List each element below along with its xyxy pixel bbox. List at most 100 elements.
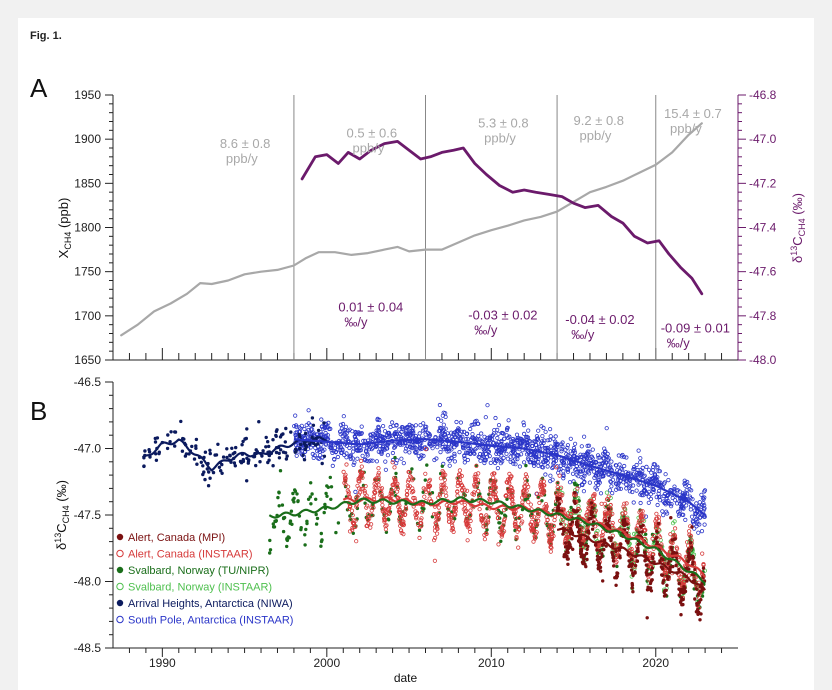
data-point [630, 489, 635, 495]
data-point [694, 501, 699, 506]
data-point [684, 487, 689, 493]
data-point [700, 502, 705, 507]
data-point [644, 491, 650, 496]
panel-b-y-tick-label: -47.5 [74, 508, 102, 522]
data-point [383, 527, 388, 532]
data-point [691, 560, 695, 564]
data-point [459, 483, 465, 488]
data-point [194, 446, 198, 450]
data-point [604, 426, 609, 431]
data-point [319, 531, 323, 536]
data-point [612, 564, 616, 568]
data-point [541, 488, 546, 493]
data-point [701, 507, 707, 512]
data-point [514, 432, 520, 437]
data-point [397, 519, 402, 524]
data-point [584, 455, 589, 461]
data-point [355, 506, 360, 511]
legend-marker [116, 615, 124, 624]
data-point [492, 471, 497, 476]
data-point [457, 449, 462, 455]
data-point [615, 477, 621, 482]
data-point [557, 491, 563, 497]
data-point [498, 457, 504, 463]
data-point [461, 429, 467, 434]
data-point [275, 428, 279, 432]
data-point [398, 528, 404, 533]
data-point [642, 487, 647, 493]
data-point [611, 553, 615, 557]
data-point [614, 549, 618, 553]
data-point [540, 465, 546, 470]
data-point [179, 419, 183, 424]
data-point [577, 539, 581, 544]
data-point [655, 464, 660, 469]
data-point [438, 476, 443, 481]
data-point [644, 464, 649, 469]
data-point [373, 435, 378, 440]
data-point [675, 488, 680, 493]
data-point [157, 451, 161, 456]
data-point [600, 552, 604, 556]
data-point [472, 451, 477, 456]
data-point [573, 501, 577, 505]
data-point [616, 475, 621, 480]
data-point [306, 497, 311, 501]
data-point [436, 505, 441, 510]
data-point [515, 524, 520, 530]
data-point [566, 562, 570, 566]
data-point [620, 511, 625, 516]
data-point [683, 517, 688, 523]
data-point [377, 417, 382, 423]
data-point [660, 573, 665, 577]
data-point [574, 509, 579, 514]
y-right-tick-label: -47.2 [749, 176, 777, 190]
data-point [625, 522, 629, 526]
data-point [685, 579, 689, 583]
data-point [536, 518, 541, 524]
data-point [605, 462, 611, 467]
data-point [345, 484, 351, 489]
data-point [291, 498, 295, 502]
data-point [311, 455, 316, 460]
data-point [405, 479, 411, 484]
data-point [523, 480, 528, 485]
y-right-tick-label: -46.8 [749, 88, 777, 102]
data-point [633, 563, 638, 568]
data-point [454, 419, 459, 425]
data-point [543, 446, 548, 451]
data-point [510, 488, 515, 494]
data-point [649, 589, 654, 593]
data-point [492, 427, 497, 433]
data-point [501, 507, 507, 513]
data-point [561, 473, 566, 478]
data-point [629, 557, 633, 562]
data-point [568, 449, 573, 454]
data-point [571, 461, 576, 466]
data-point [371, 505, 376, 510]
data-point [474, 463, 479, 468]
data-point [613, 576, 617, 580]
data-point [547, 437, 552, 443]
data-point [392, 445, 398, 450]
data-point [322, 454, 327, 458]
data-point [624, 486, 629, 491]
data-point [631, 590, 635, 594]
data-point [173, 444, 177, 448]
data-point [389, 433, 394, 438]
data-point [529, 514, 535, 520]
data-point [702, 522, 707, 527]
panel-b-y-tick-label: -46.5 [74, 375, 102, 389]
rate-annotation: 0.01 ± 0.04 [338, 299, 403, 314]
data-point [284, 426, 288, 431]
data-point [663, 472, 668, 477]
data-point [639, 472, 644, 477]
data-point [391, 482, 396, 487]
data-point [271, 464, 275, 468]
data-point [702, 495, 707, 500]
data-point [457, 468, 462, 473]
data-point [403, 449, 408, 454]
data-point [503, 493, 508, 498]
data-point [519, 495, 525, 500]
data-point [599, 533, 604, 538]
